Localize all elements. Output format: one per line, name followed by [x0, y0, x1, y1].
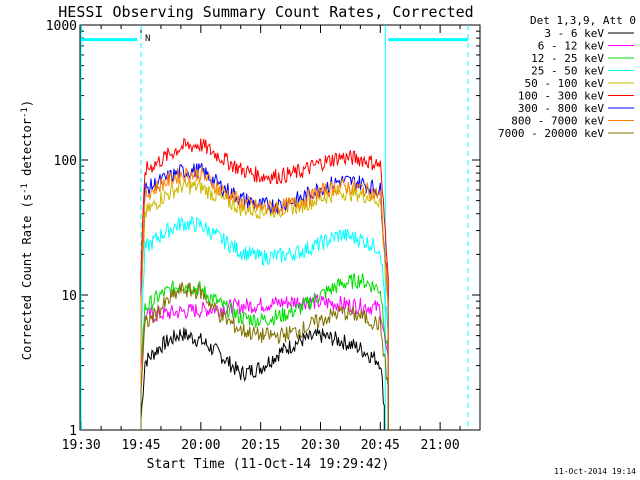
x-tick-label: 20:00 — [181, 438, 220, 453]
series-line — [140, 273, 389, 430]
legend-entry-label: 12 - 25 keV — [531, 52, 604, 65]
series-line — [140, 282, 389, 430]
series-line — [140, 293, 389, 430]
series-line — [140, 137, 389, 430]
series-layer — [140, 137, 389, 430]
legend-entry-label: 300 - 800 keV — [518, 102, 604, 115]
legend-entry-label: 7000 - 20000 keV — [498, 127, 604, 140]
legend-entry-label: 6 - 12 keV — [538, 40, 605, 53]
x-axis-label: Start Time (11-Oct-14 19:29:42) — [147, 457, 390, 472]
y-axis-label: Corrected Count Rate (s-1 detector-1) — [20, 100, 34, 360]
legend-entry-label: 25 - 50 keV — [531, 65, 604, 78]
flag-layer: N — [80, 25, 469, 430]
legend-entry-label: 100 - 300 keV — [518, 90, 604, 103]
y-tick-label: 1 — [69, 424, 77, 439]
series-line — [140, 178, 389, 430]
x-tick-label: 20:45 — [361, 438, 400, 453]
series-line — [140, 166, 389, 430]
y-tick-label: 10 — [61, 289, 77, 304]
plot-border — [79, 24, 481, 431]
series-line — [140, 327, 385, 430]
y-axis-label-sup2: -1 — [20, 107, 30, 118]
footer-timestamp: 11-Oct-2014 19:14 — [554, 467, 636, 476]
x-tick-label: 20:30 — [301, 438, 340, 453]
y-axis-label-mid: detector — [20, 118, 34, 183]
x-tick-label: 19:45 — [121, 438, 160, 453]
y-tick-label: 1000 — [46, 19, 77, 34]
legend-entry-label: 3 - 6 keV — [544, 27, 604, 40]
x-tick-label: 21:00 — [421, 438, 460, 453]
legend-header: Det 1,3,9, Att 0 — [530, 14, 636, 27]
legend-entry-label: 50 - 100 keV — [525, 77, 605, 90]
series-line — [140, 215, 389, 430]
legend-entry-label: 800 - 7000 keV — [511, 115, 604, 128]
x-tick-label: 19:30 — [62, 438, 101, 453]
y-axis-label-main: Corrected Count Rate (s — [20, 194, 34, 360]
x-tick-label: 20:15 — [241, 438, 280, 453]
y-axis-label-end: ) — [20, 100, 34, 107]
marker-label: N — [145, 34, 150, 44]
y-axis-label-sup1: -1 — [20, 183, 30, 194]
axis-ticks: 19:30 19:45 20:00 20:15 20:30 20:45 21:00 1 10 10… — [46, 19, 480, 453]
plot-frame — [79, 24, 481, 431]
y-tick-label: 100 — [54, 154, 77, 169]
chart-title: HESSI Observing Summary Count Rates, Cor… — [58, 3, 473, 21]
